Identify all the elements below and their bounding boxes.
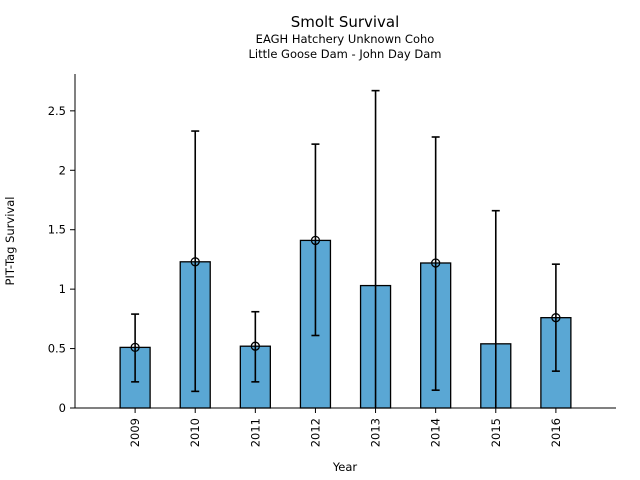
x-tick-label-2016: 2016 [549, 418, 563, 447]
x-tick-label-2012: 2012 [308, 418, 322, 447]
chart-subtitle-reach: Little Goose Dam - John Day Dam [249, 47, 442, 61]
point-marker-2009 [130, 342, 140, 353]
y-tick-label: 0.5 [48, 342, 66, 356]
y-tick-label: 2 [59, 163, 66, 177]
y-tick-label: 0 [59, 401, 66, 415]
point-marker-2014 [431, 258, 441, 268]
point-marker-2010 [190, 257, 200, 267]
chart-subtitle-hatchery: EAGH Hatchery Unknown Coho [256, 32, 435, 46]
x-tick-label-2009: 2009 [128, 418, 142, 447]
y-tick-label: 2.5 [48, 104, 66, 118]
point-marker-2016 [551, 313, 561, 323]
y-axis-label: PIT-Tag Survival [3, 197, 17, 286]
x-tick-label-2011: 2011 [248, 418, 262, 447]
y-tick-label: 1 [59, 282, 66, 296]
x-tick-label-2015: 2015 [489, 418, 503, 447]
chart-title: Smolt Survival [291, 13, 400, 31]
plot-area: 0 0.5 1 1.5 2 2.5 2009 2010 2011 2012 2013 2014 2015… [48, 74, 616, 447]
y-tick-label: 1.5 [48, 223, 66, 237]
x-tick-label-2014: 2014 [429, 418, 443, 447]
x-axis-label: Year [332, 460, 358, 474]
point-marker-2011 [250, 341, 260, 351]
x-tick-label-2010: 2010 [188, 418, 202, 447]
x-tick-label-2013: 2013 [369, 418, 383, 447]
point-marker-2012 [310, 235, 321, 246]
